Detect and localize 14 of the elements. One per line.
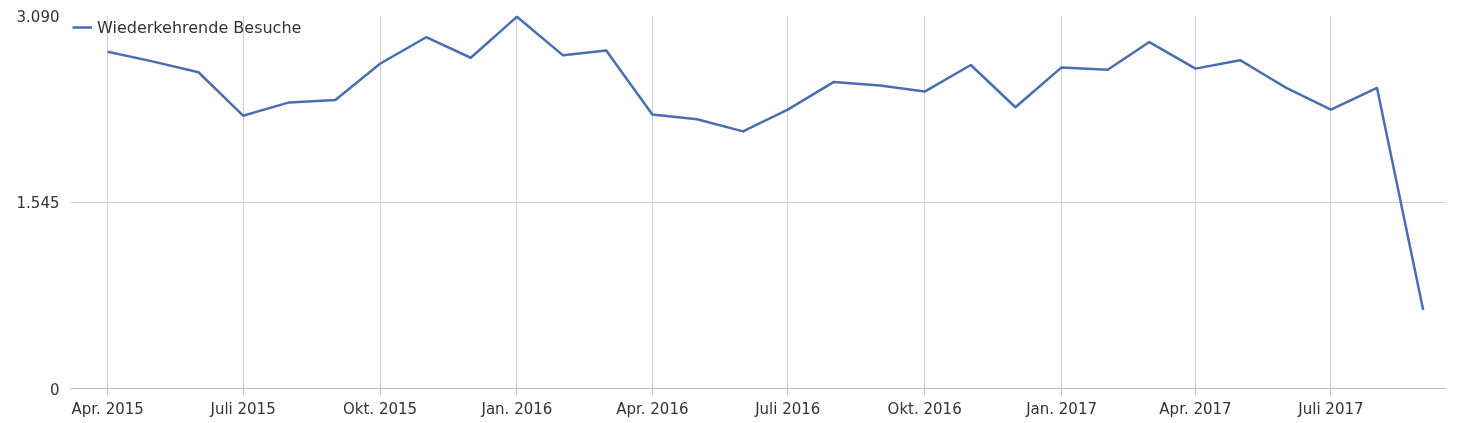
y-tick-label: 3.090 bbox=[16, 7, 60, 26]
x-tick-label: Apr. 2017 bbox=[1159, 399, 1232, 418]
x-tick-label: Okt. 2016 bbox=[887, 399, 962, 418]
y-tick-label: 1.545 bbox=[16, 194, 60, 212]
x-tick-label: Juli 2015 bbox=[209, 399, 276, 418]
x-tick-label: Apr. 2016 bbox=[616, 399, 689, 418]
x-tick-label: Okt. 2015 bbox=[342, 399, 418, 418]
x-tick-label: Jan. 2017 bbox=[1025, 399, 1097, 418]
x-tick-label: Apr. 2015 bbox=[71, 399, 144, 418]
y-tick-label: 0 bbox=[49, 380, 60, 399]
legend-label: Wiederkehrende Besuche bbox=[97, 17, 302, 37]
x-tick-label: Juli 2016 bbox=[754, 399, 821, 418]
x-tick-label: Jan. 2016 bbox=[480, 399, 553, 418]
x-tick-label: Juli 2017 bbox=[1297, 399, 1364, 418]
